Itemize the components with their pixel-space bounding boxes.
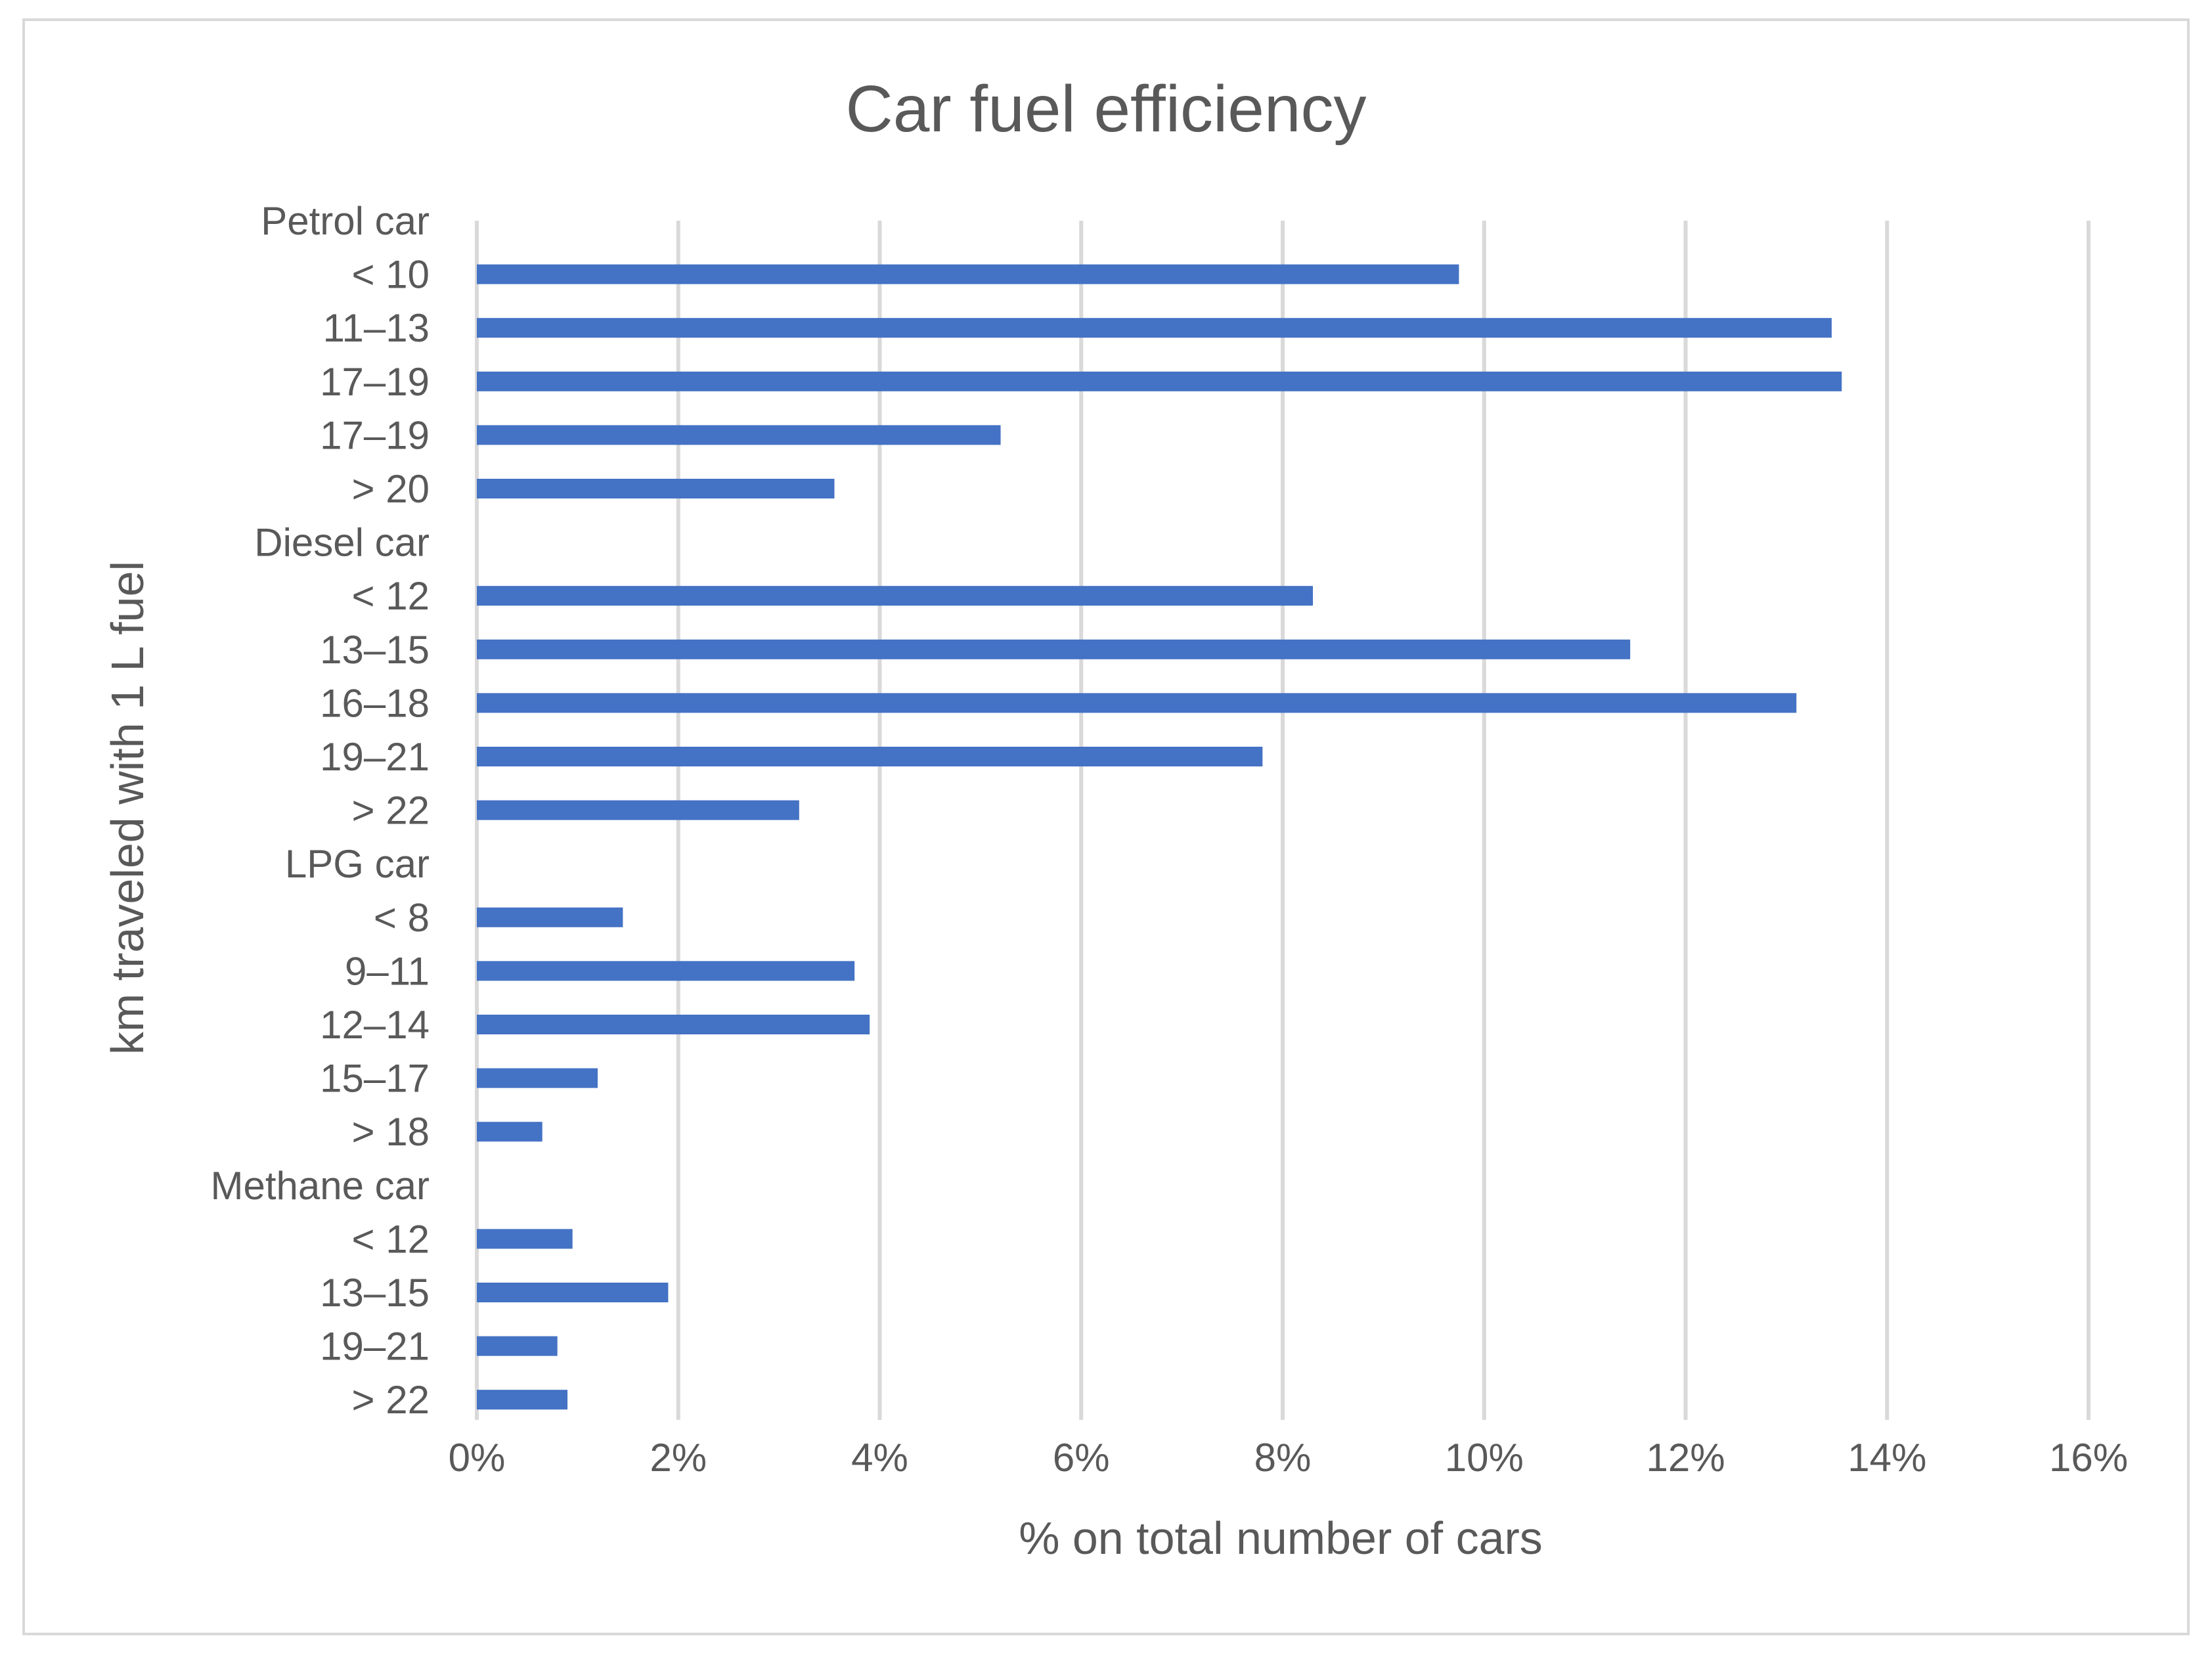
bar: [477, 1229, 573, 1249]
x-tick-label: 4%: [851, 1436, 908, 1480]
x-tick-label: 16%: [2049, 1436, 2128, 1480]
category-label: 11–13: [323, 306, 430, 350]
category-label: 15–17: [320, 1057, 430, 1101]
bar: [477, 961, 855, 981]
bar: [477, 586, 1314, 606]
category-label: 9–11: [345, 949, 430, 993]
category-label: 16–18: [320, 681, 430, 725]
x-tick-label: 10%: [1445, 1436, 1524, 1480]
group-header-label: Petrol car: [261, 199, 430, 243]
group-header-label: LPG car: [285, 842, 430, 886]
bar: [477, 800, 799, 820]
group-header-label: Diesel car: [254, 521, 430, 565]
bar: [477, 264, 1459, 284]
bar: [477, 318, 1832, 338]
category-label: 12–14: [320, 1003, 430, 1047]
category-label: > 22: [352, 1378, 430, 1422]
category-label: 17–19: [320, 360, 430, 404]
category-label: 19–21: [320, 1325, 430, 1369]
bar: [477, 747, 1263, 766]
bar: [477, 1015, 870, 1034]
chart-frame: [22, 18, 2190, 1635]
bars: [477, 264, 1842, 1410]
category-label: < 8: [374, 896, 430, 940]
category-label: 17–19: [320, 413, 430, 457]
category-labels: Petrol car < 10 11–13 17–19 17–19 > 20 Diesel …: [210, 199, 430, 1422]
bar: [477, 1068, 598, 1088]
category-label: > 18: [352, 1110, 430, 1154]
bar: [477, 639, 1631, 659]
x-tick-labels: 0% 2% 4% 6% 8% 10% 12% 14% 16%: [449, 1436, 2128, 1480]
bar: [477, 1336, 558, 1356]
x-tick-label: 12%: [1646, 1436, 1725, 1480]
bar: [477, 693, 1797, 713]
category-label: 19–21: [320, 735, 430, 779]
x-tick-label: 2%: [650, 1436, 707, 1480]
x-tick-label: 6%: [1053, 1436, 1110, 1480]
bar: [477, 1122, 542, 1142]
y-axis-title: km traveled with 1 L fuel: [102, 561, 153, 1055]
bar: [477, 1283, 669, 1302]
bar: [477, 479, 835, 498]
group-header-label: Methane car: [210, 1164, 430, 1208]
category-label: < 12: [352, 1217, 430, 1261]
x-axis-title: % on total number of cars: [1019, 1512, 1543, 1564]
category-label: > 22: [352, 789, 430, 833]
chart-title: Car fuel efficiency: [846, 72, 1367, 146]
gridlines: [475, 221, 2090, 1420]
category-label: 13–15: [320, 628, 430, 672]
bar: [477, 371, 1842, 391]
x-tick-label: 8%: [1254, 1436, 1312, 1480]
category-label: 13–15: [320, 1271, 430, 1315]
category-label: < 12: [352, 574, 430, 618]
x-tick-label: 14%: [1847, 1436, 1926, 1480]
bar: [477, 907, 623, 927]
category-label: < 10: [352, 253, 430, 297]
bar: [477, 1390, 568, 1410]
category-label: > 20: [352, 467, 430, 511]
x-tick-label: 0%: [449, 1436, 506, 1480]
bar: [477, 425, 1001, 445]
